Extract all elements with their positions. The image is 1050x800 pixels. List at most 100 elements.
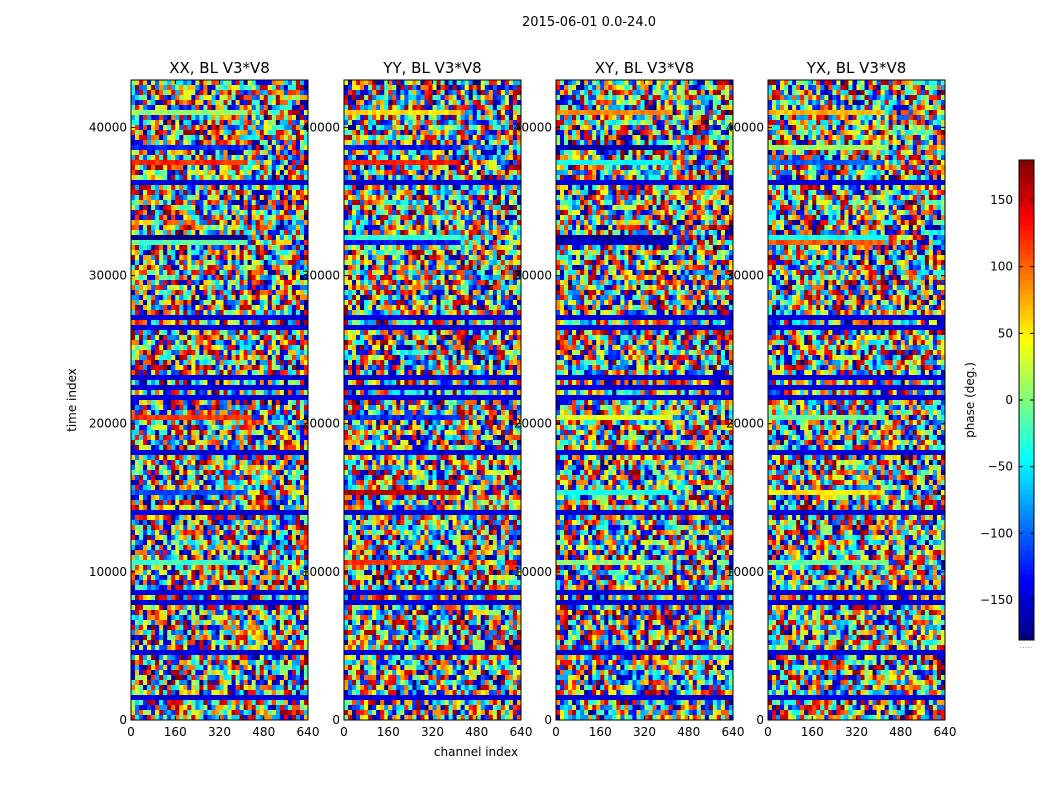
heatmap-cell bbox=[299, 230, 305, 236]
heatmap-cell bbox=[135, 615, 140, 621]
heatmap-cell bbox=[151, 315, 156, 321]
heatmap-cell bbox=[175, 385, 180, 391]
heatmap-cell bbox=[183, 620, 188, 626]
heatmap-cell bbox=[183, 160, 188, 166]
heatmap-cell bbox=[163, 590, 168, 596]
heatmap-cell bbox=[263, 135, 269, 141]
heatmap-cell bbox=[275, 315, 281, 321]
heatmap-cell bbox=[215, 585, 220, 591]
heatmap-cell bbox=[275, 165, 281, 171]
heatmap-cell bbox=[291, 205, 297, 211]
heatmap-cell bbox=[287, 440, 293, 446]
heatmap-cell bbox=[147, 80, 152, 86]
heatmap-cell bbox=[139, 255, 144, 261]
heatmap-cell bbox=[227, 120, 232, 126]
heatmap-cell bbox=[195, 220, 200, 226]
heatmap-cell bbox=[215, 435, 220, 441]
heatmap-cell bbox=[279, 235, 285, 241]
heatmap-cell bbox=[147, 640, 152, 646]
heatmap-cell bbox=[203, 495, 208, 501]
heatmap-cell bbox=[147, 460, 152, 466]
heatmap-cell bbox=[295, 245, 301, 251]
heatmap-cell bbox=[167, 265, 172, 271]
heatmap-cell bbox=[283, 305, 289, 311]
heatmap-cell bbox=[243, 90, 248, 96]
heatmap-cell bbox=[275, 545, 281, 551]
heatmap-cell bbox=[139, 415, 144, 421]
heatmap-cell bbox=[243, 585, 248, 591]
heatmap-cell bbox=[255, 470, 261, 476]
heatmap-cell bbox=[271, 375, 277, 381]
heatmap-cell bbox=[243, 360, 248, 366]
heatmap-cell bbox=[295, 520, 301, 526]
heatmap-cell bbox=[203, 470, 208, 476]
heatmap-cell bbox=[139, 295, 144, 301]
heatmap-cell bbox=[279, 145, 285, 151]
heatmap-cell bbox=[247, 435, 252, 441]
heatmap-cell bbox=[239, 335, 244, 341]
heatmap-cell bbox=[163, 445, 168, 451]
heatmap-cell bbox=[251, 630, 256, 636]
heatmap-cell bbox=[151, 410, 156, 416]
heatmap-cell bbox=[231, 360, 236, 366]
heatmap-cell bbox=[239, 455, 244, 461]
heatmap-cell bbox=[303, 635, 309, 641]
heatmap-cell bbox=[283, 280, 289, 286]
heatmap-cell bbox=[187, 260, 192, 266]
heatmap-cell bbox=[215, 325, 220, 331]
heatmap-cell bbox=[175, 190, 180, 196]
heatmap-cell bbox=[239, 530, 244, 536]
heatmap-cell bbox=[135, 170, 140, 176]
heatmap-cell bbox=[231, 630, 236, 636]
heatmap-cell bbox=[259, 545, 265, 551]
heatmap-cell bbox=[239, 630, 244, 636]
heatmap-cell bbox=[227, 275, 232, 281]
heatmap-cell bbox=[203, 130, 208, 136]
heatmap-cell bbox=[211, 285, 216, 291]
heatmap-cell bbox=[235, 495, 240, 501]
heatmap-cell bbox=[211, 365, 216, 371]
heatmap-cell bbox=[139, 515, 144, 521]
heatmap-cell bbox=[183, 370, 188, 376]
heatmap-cell bbox=[211, 535, 216, 541]
heatmap-cell bbox=[291, 190, 297, 196]
heatmap-cell bbox=[163, 320, 168, 326]
heatmap-cell bbox=[207, 370, 212, 376]
heatmap-cell bbox=[255, 255, 261, 261]
heatmap-cell bbox=[255, 515, 261, 521]
heatmap-cell bbox=[207, 375, 212, 381]
heatmap-cell bbox=[219, 635, 224, 641]
heatmap-cell bbox=[191, 410, 196, 416]
heatmap-cell bbox=[247, 630, 252, 636]
heatmap-cell bbox=[135, 340, 140, 346]
heatmap-cell bbox=[227, 320, 232, 326]
heatmap-cell bbox=[247, 455, 252, 461]
heatmap-cell bbox=[227, 580, 232, 586]
heatmap-cell bbox=[227, 355, 232, 361]
heatmap-cell bbox=[279, 435, 285, 441]
heatmap-cell bbox=[215, 610, 220, 616]
heatmap-cell bbox=[227, 515, 232, 521]
heatmap-cell bbox=[227, 570, 232, 576]
heatmap-cell bbox=[167, 315, 172, 321]
heatmap-cell bbox=[263, 630, 269, 636]
heatmap-cell bbox=[267, 485, 273, 491]
heatmap-cell bbox=[239, 140, 244, 146]
heatmap-cell bbox=[227, 445, 232, 451]
heatmap-cell bbox=[131, 545, 136, 551]
heatmap-cell bbox=[227, 390, 232, 396]
heatmap-cell bbox=[271, 195, 277, 201]
heatmap-cell bbox=[227, 520, 232, 526]
heatmap-cell bbox=[303, 95, 309, 101]
heatmap-cell bbox=[131, 160, 136, 166]
heatmap-cell bbox=[235, 590, 240, 596]
heatmap-cell bbox=[295, 235, 301, 241]
heatmap-cell bbox=[227, 100, 232, 106]
heatmap-cell bbox=[299, 375, 305, 381]
heatmap-cell bbox=[303, 555, 309, 561]
heatmap-cell bbox=[151, 445, 156, 451]
heatmap-cell bbox=[171, 105, 176, 111]
heatmap-cell bbox=[207, 290, 212, 296]
heatmap-cell bbox=[267, 305, 273, 311]
heatmap-cell bbox=[303, 625, 309, 631]
